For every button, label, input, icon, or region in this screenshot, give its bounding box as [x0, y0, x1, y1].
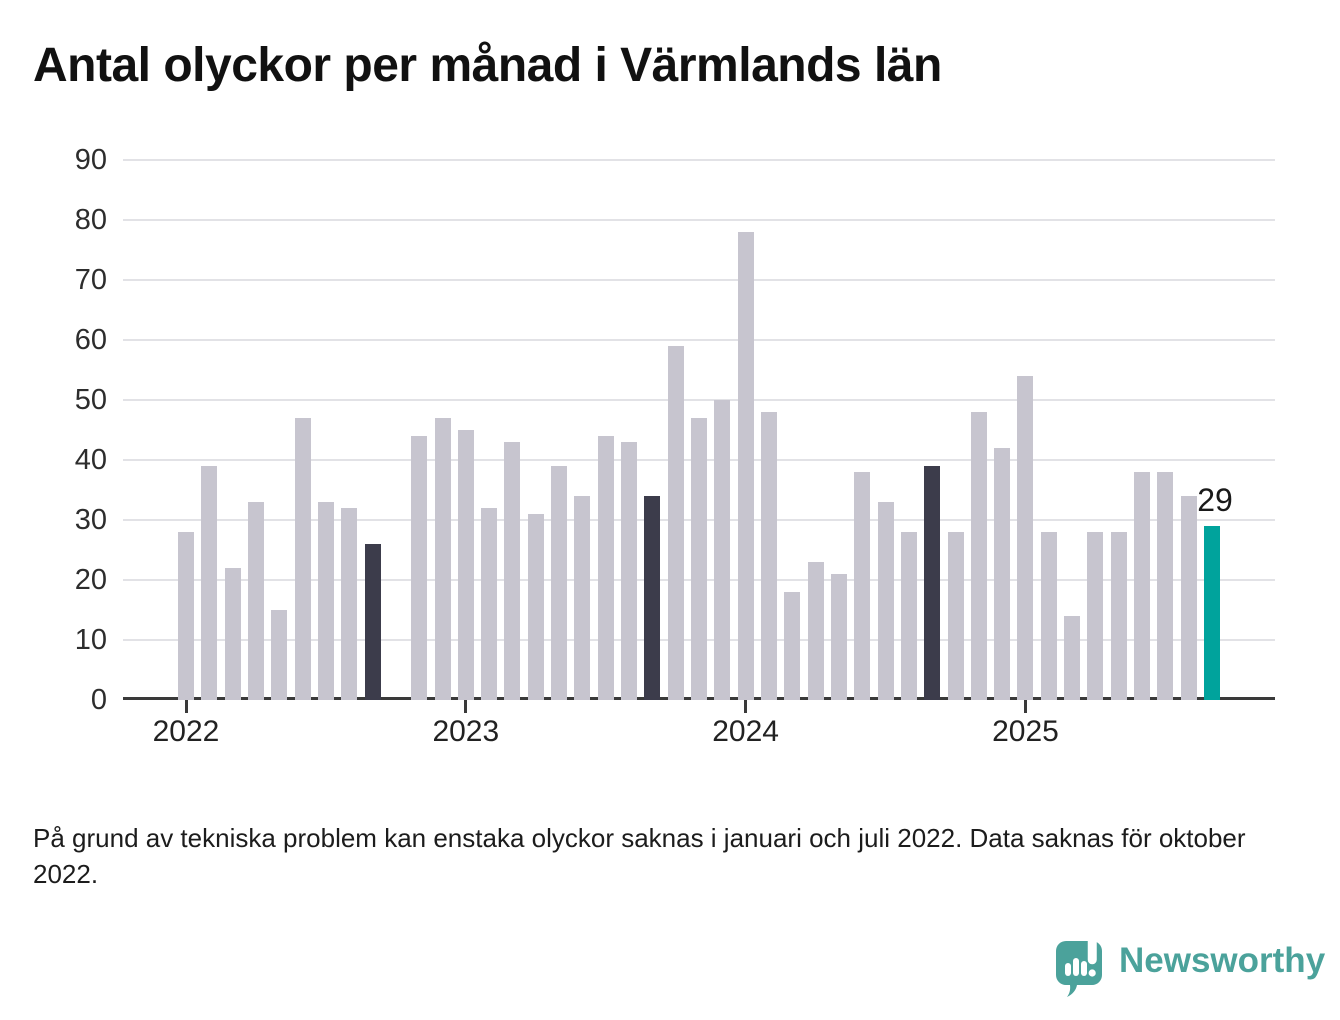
brand-name: Newsworthy	[1119, 941, 1326, 980]
bar	[901, 532, 917, 700]
x-axis-tick	[464, 700, 468, 713]
y-axis-tick-label: 20	[74, 564, 107, 596]
bar	[668, 346, 684, 700]
bar	[948, 532, 964, 700]
bar	[808, 562, 824, 700]
gridline	[123, 159, 1275, 161]
bar	[481, 508, 497, 700]
y-axis-tick-label: 70	[74, 264, 107, 296]
y-axis-tick-label: 0	[90, 684, 107, 716]
bar	[1017, 376, 1033, 700]
y-axis-tick-label: 90	[74, 144, 107, 176]
bar	[551, 466, 567, 700]
bar	[504, 442, 520, 700]
bar	[225, 568, 241, 700]
bar	[178, 532, 194, 700]
bar	[971, 412, 987, 700]
x-axis-tick-label: 2022	[152, 715, 220, 748]
x-axis-tick	[1023, 700, 1027, 713]
bar	[365, 544, 381, 700]
y-axis-tick-label: 30	[74, 504, 107, 536]
bar	[528, 514, 544, 700]
bar	[854, 472, 870, 700]
bar	[831, 574, 847, 700]
x-axis-tick-label: 2023	[432, 715, 500, 748]
bar	[574, 496, 590, 700]
footnote-text: På grund av tekniska problem kan enstaka…	[33, 823, 1246, 889]
gridline	[123, 399, 1275, 401]
bar	[201, 466, 217, 700]
x-axis-tick	[184, 700, 188, 713]
y-axis-tick-label: 10	[74, 624, 107, 656]
bar	[761, 412, 777, 700]
bar	[435, 418, 451, 700]
bar	[318, 502, 334, 700]
bar	[784, 592, 800, 700]
bar	[1041, 532, 1057, 700]
bar	[1111, 532, 1127, 700]
gridline	[123, 219, 1275, 221]
y-axis-tick-label: 40	[74, 444, 107, 476]
x-axis-tick	[744, 700, 748, 713]
bar	[1087, 532, 1103, 700]
bar	[1204, 526, 1220, 700]
bar	[924, 466, 940, 700]
gridline	[123, 279, 1275, 281]
bar	[878, 502, 894, 700]
bar	[644, 496, 660, 700]
bar-value-label: 29	[1197, 482, 1233, 518]
bar	[271, 610, 287, 700]
y-axis-tick-label: 50	[74, 384, 107, 416]
bar	[598, 436, 614, 700]
bar	[1157, 472, 1173, 700]
y-axis-tick-label: 60	[74, 324, 107, 356]
bar	[691, 418, 707, 700]
bar	[248, 502, 264, 700]
bar	[458, 430, 474, 700]
bar	[714, 400, 730, 700]
bar	[1134, 472, 1150, 700]
bar	[1064, 616, 1080, 700]
bar	[411, 436, 427, 700]
y-axis-tick-label: 80	[74, 204, 107, 236]
x-axis-tick-label: 2025	[992, 715, 1059, 748]
bar	[621, 442, 637, 700]
bar	[1181, 496, 1197, 700]
brand-footer: Newsworthy	[1055, 936, 1325, 998]
bar	[341, 508, 357, 700]
bar	[295, 418, 311, 700]
speech-bubble-bar-chart-icon	[1056, 936, 1102, 997]
bar	[994, 448, 1010, 700]
bar	[738, 232, 754, 700]
gridline	[123, 339, 1275, 341]
x-axis-tick-label: 2024	[712, 715, 779, 748]
page-title: Antal olyckor per månad i Värmlands län	[33, 39, 942, 92]
